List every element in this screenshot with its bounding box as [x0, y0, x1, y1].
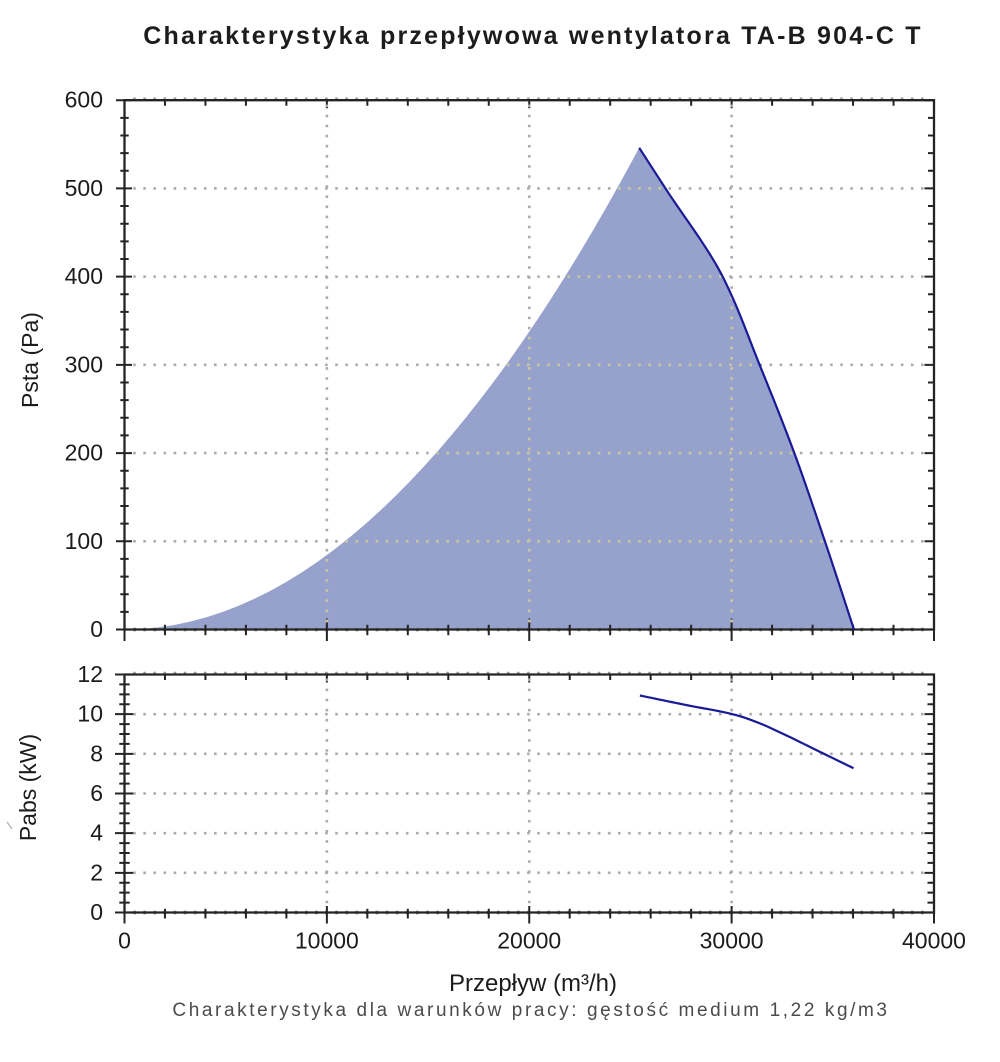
svg-text:2: 2: [90, 859, 103, 885]
svg-text:Przepływ (m³/h): Przepływ (m³/h): [449, 970, 617, 997]
svg-text:200: 200: [65, 440, 103, 466]
svg-text:40000: 40000: [902, 928, 966, 954]
svg-text:12: 12: [77, 661, 103, 687]
svg-text:500: 500: [65, 175, 103, 201]
svg-text:10000: 10000: [295, 928, 359, 954]
svg-text:6: 6: [90, 780, 103, 806]
svg-text:0: 0: [90, 899, 103, 925]
svg-text:Pabs (kW): Pabs (kW): [15, 734, 41, 841]
svg-text:4: 4: [90, 820, 103, 846]
svg-text:0: 0: [90, 616, 103, 642]
svg-text:20000: 20000: [497, 928, 561, 954]
svg-text:8: 8: [90, 740, 103, 766]
svg-text:600: 600: [65, 87, 103, 113]
svg-text:30000: 30000: [700, 928, 764, 954]
svg-text:0: 0: [118, 928, 131, 954]
svg-text:Charakterystyka przepływowa we: Charakterystyka przepływowa wentylatora …: [143, 22, 922, 50]
svg-text:Psta (Pa): Psta (Pa): [17, 312, 43, 408]
svg-text:10: 10: [77, 701, 103, 727]
svg-text:400: 400: [65, 263, 103, 289]
svg-text:100: 100: [65, 528, 103, 554]
svg-text:300: 300: [65, 351, 103, 377]
svg-text:Charakterystyka dla warunków p: Charakterystyka dla warunków pracy: gęst…: [172, 1000, 889, 1021]
